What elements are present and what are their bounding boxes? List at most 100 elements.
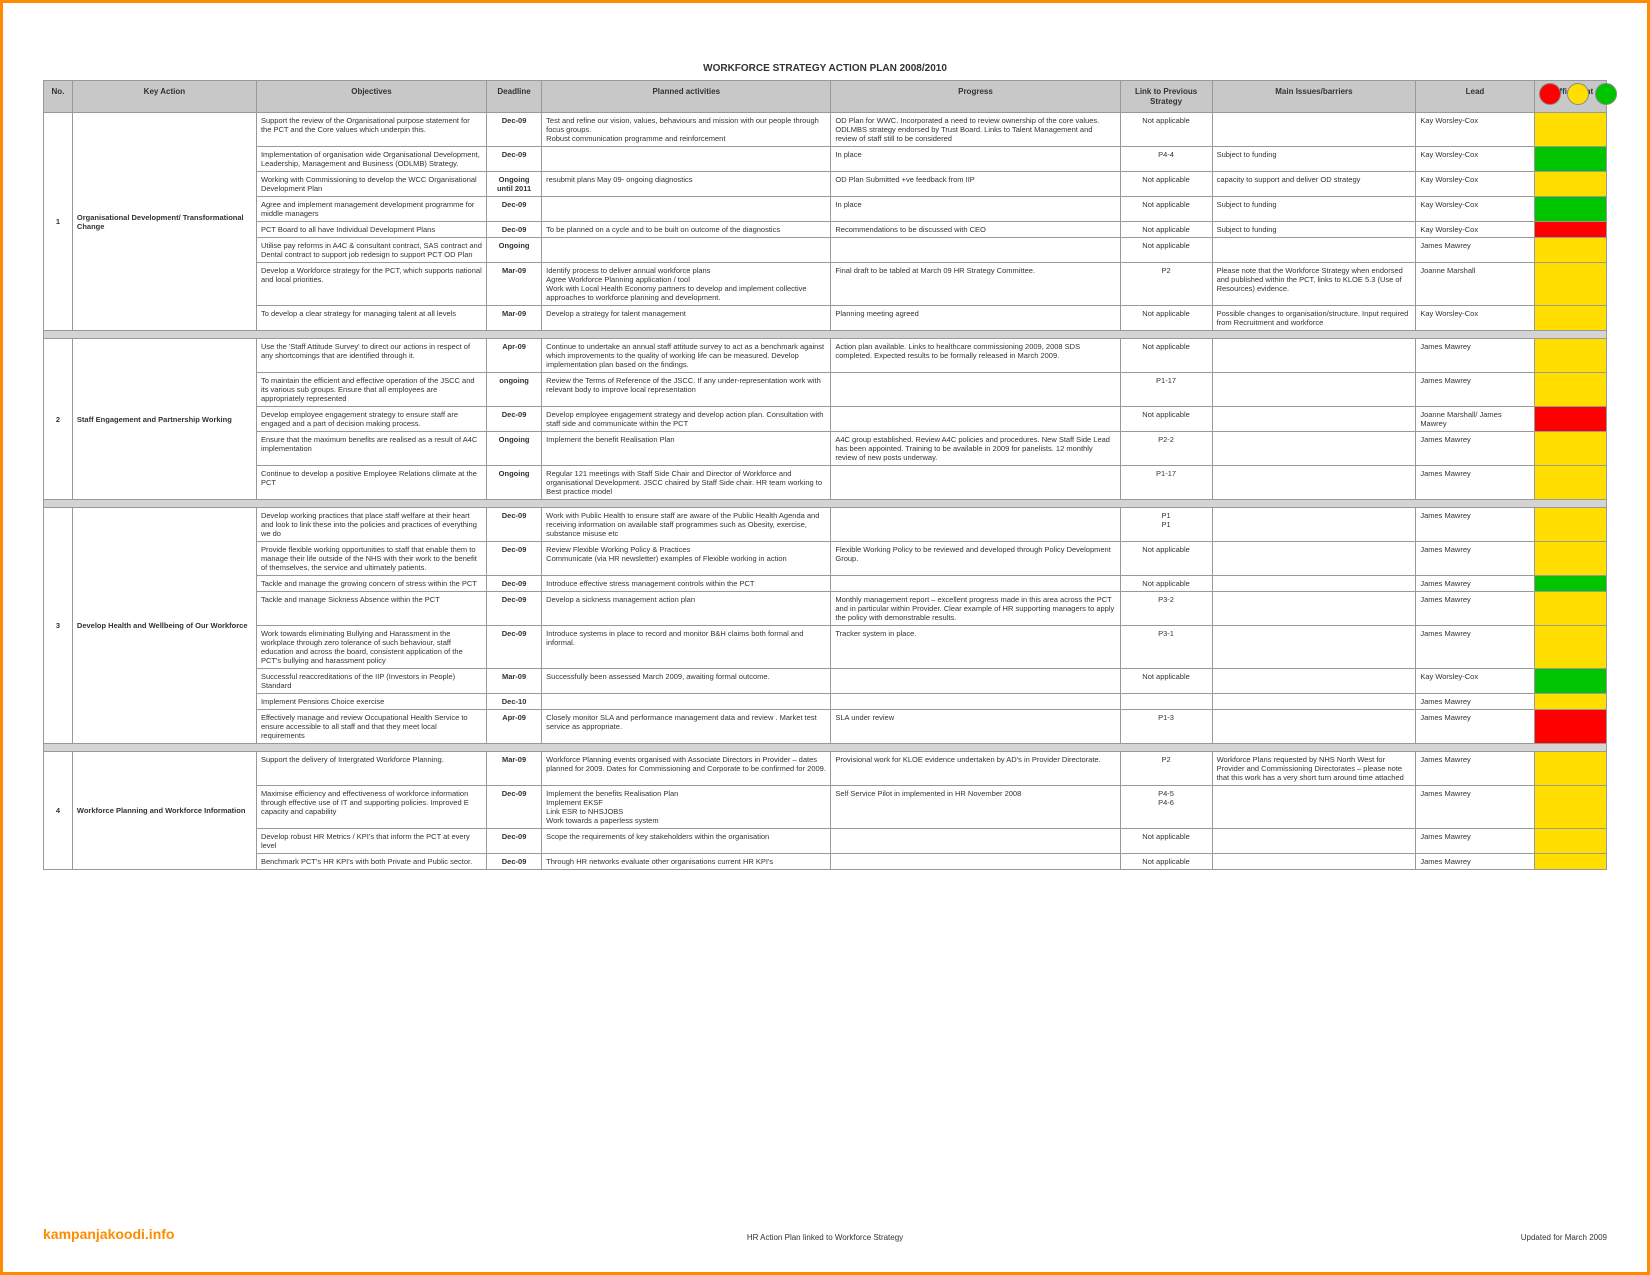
- deadline-cell: Dec-09: [486, 576, 541, 592]
- progress-cell: [831, 508, 1120, 542]
- issues-cell: [1212, 626, 1416, 669]
- progress-cell: [831, 238, 1120, 263]
- objective-cell: Ensure that the maximum benefits are rea…: [256, 432, 486, 466]
- deadline-cell: Ongoing: [486, 238, 541, 263]
- traffic-light-cell: [1534, 576, 1606, 592]
- table-row: Develop robust HR Metrics / KPI's that i…: [44, 829, 1607, 854]
- link-cell: P1-3: [1120, 710, 1212, 744]
- link-cell: P4-5 P4-6: [1120, 786, 1212, 829]
- group-number: 4: [44, 752, 73, 870]
- progress-cell: Monthly management report – excellent pr…: [831, 592, 1120, 626]
- deadline-cell: Mar-09: [486, 752, 541, 786]
- table-row: PCT Board to all have Individual Develop…: [44, 222, 1607, 238]
- activities-cell: Work with Public Health to ensure staff …: [542, 508, 831, 542]
- objective-cell: Support the delivery of Intergrated Work…: [256, 752, 486, 786]
- issues-cell: [1212, 466, 1416, 500]
- traffic-light-cell: [1534, 306, 1606, 331]
- activities-cell: Introduce systems in place to record and…: [542, 626, 831, 669]
- action-plan-table: No.Key ActionObjectivesDeadlinePlanned a…: [43, 80, 1607, 870]
- activities-cell: Scope the requirements of key stakeholde…: [542, 829, 831, 854]
- link-cell: Not applicable: [1120, 407, 1212, 432]
- lead-cell: James Mawrey: [1416, 752, 1534, 786]
- lead-cell: Kay Worsley-Cox: [1416, 197, 1534, 222]
- lead-cell: James Mawrey: [1416, 694, 1534, 710]
- traffic-light-cell: [1534, 407, 1606, 432]
- activities-cell: [542, 147, 831, 172]
- progress-cell: [831, 407, 1120, 432]
- link-cell: P1 P1: [1120, 508, 1212, 542]
- lead-cell: Kay Worsley-Cox: [1416, 222, 1534, 238]
- activities-cell: [542, 238, 831, 263]
- progress-cell: [831, 829, 1120, 854]
- traffic-light-cell: [1534, 752, 1606, 786]
- progress-cell: SLA under review: [831, 710, 1120, 744]
- link-cell: P1-17: [1120, 373, 1212, 407]
- activities-cell: Continue to undertake an annual staff at…: [542, 339, 831, 373]
- deadline-cell: Dec-09: [486, 113, 541, 147]
- lead-cell: James Mawrey: [1416, 339, 1534, 373]
- traffic-light-cell: [1534, 829, 1606, 854]
- objective-cell: Effectively manage and review Occupation…: [256, 710, 486, 744]
- deadline-cell: Dec-09: [486, 829, 541, 854]
- issues-cell: [1212, 854, 1416, 870]
- objective-cell: Develop employee engagement strategy to …: [256, 407, 486, 432]
- progress-cell: OD Plan Submitted +ve feedback from IIP: [831, 172, 1120, 197]
- link-cell: Not applicable: [1120, 542, 1212, 576]
- table-row: Develop a Workforce strategy for the PCT…: [44, 263, 1607, 306]
- link-cell: Not applicable: [1120, 238, 1212, 263]
- progress-cell: [831, 694, 1120, 710]
- issues-cell: [1212, 829, 1416, 854]
- lead-cell: Kay Worsley-Cox: [1416, 172, 1534, 197]
- deadline-cell: ongoing: [486, 373, 541, 407]
- deadline-cell: Dec-09: [486, 197, 541, 222]
- key-action: Staff Engagement and Partnership Working: [72, 339, 256, 500]
- deadline-cell: Dec-09: [486, 147, 541, 172]
- table-row: Agree and implement management developme…: [44, 197, 1607, 222]
- table-row: Develop employee engagement strategy to …: [44, 407, 1607, 432]
- issues-cell: [1212, 407, 1416, 432]
- table-row: 2Staff Engagement and Partnership Workin…: [44, 339, 1607, 373]
- footer-right: Updated for March 2009: [1521, 1233, 1607, 1242]
- traffic-light-cell: [1534, 592, 1606, 626]
- deadline-cell: Dec-09: [486, 222, 541, 238]
- lead-cell: James Mawrey: [1416, 373, 1534, 407]
- column-header: Planned activities: [542, 81, 831, 113]
- deadline-cell: Dec-09: [486, 592, 541, 626]
- issues-cell: [1212, 508, 1416, 542]
- activities-cell: Review the Terms of Reference of the JSC…: [542, 373, 831, 407]
- objective-cell: Maximise efficiency and effectiveness of…: [256, 786, 486, 829]
- progress-cell: [831, 373, 1120, 407]
- legend-dot: [1595, 83, 1617, 105]
- traffic-light-cell: [1534, 694, 1606, 710]
- progress-cell: In place: [831, 147, 1120, 172]
- objective-cell: To develop a clear strategy for managing…: [256, 306, 486, 331]
- lead-cell: James Mawrey: [1416, 786, 1534, 829]
- column-header: Link to Previous Strategy: [1120, 81, 1212, 113]
- lead-cell: Joanne Marshall/ James Mawrey: [1416, 407, 1534, 432]
- traffic-light-cell: [1534, 786, 1606, 829]
- objective-cell: Develop working practices that place sta…: [256, 508, 486, 542]
- progress-cell: Recommendations to be discussed with CEO: [831, 222, 1120, 238]
- key-action: Develop Health and Wellbeing of Our Work…: [72, 508, 256, 744]
- traffic-light-cell: [1534, 710, 1606, 744]
- link-cell: P2-2: [1120, 432, 1212, 466]
- traffic-light-cell: [1534, 373, 1606, 407]
- table-row: To maintain the efficient and effective …: [44, 373, 1607, 407]
- lead-cell: James Mawrey: [1416, 238, 1534, 263]
- objective-cell: PCT Board to all have Individual Develop…: [256, 222, 486, 238]
- progress-cell: In place: [831, 197, 1120, 222]
- traffic-light-cell: [1534, 466, 1606, 500]
- table-row: Provide flexible working opportunities t…: [44, 542, 1607, 576]
- activities-cell: Successfully been assessed March 2009, a…: [542, 669, 831, 694]
- column-header: No.: [44, 81, 73, 113]
- progress-cell: [831, 669, 1120, 694]
- link-cell: Not applicable: [1120, 576, 1212, 592]
- column-header: Progress: [831, 81, 1120, 113]
- table-header: No.Key ActionObjectivesDeadlinePlanned a…: [44, 81, 1607, 113]
- deadline-cell: Ongoing until 2011: [486, 172, 541, 197]
- table-row: Work towards eliminating Bullying and Ha…: [44, 626, 1607, 669]
- activities-cell: Review Flexible Working Policy & Practic…: [542, 542, 831, 576]
- activities-cell: Implement the benefits Realisation Plan …: [542, 786, 831, 829]
- table-row: Maximise efficiency and effectiveness of…: [44, 786, 1607, 829]
- activities-cell: Develop a strategy for talent management: [542, 306, 831, 331]
